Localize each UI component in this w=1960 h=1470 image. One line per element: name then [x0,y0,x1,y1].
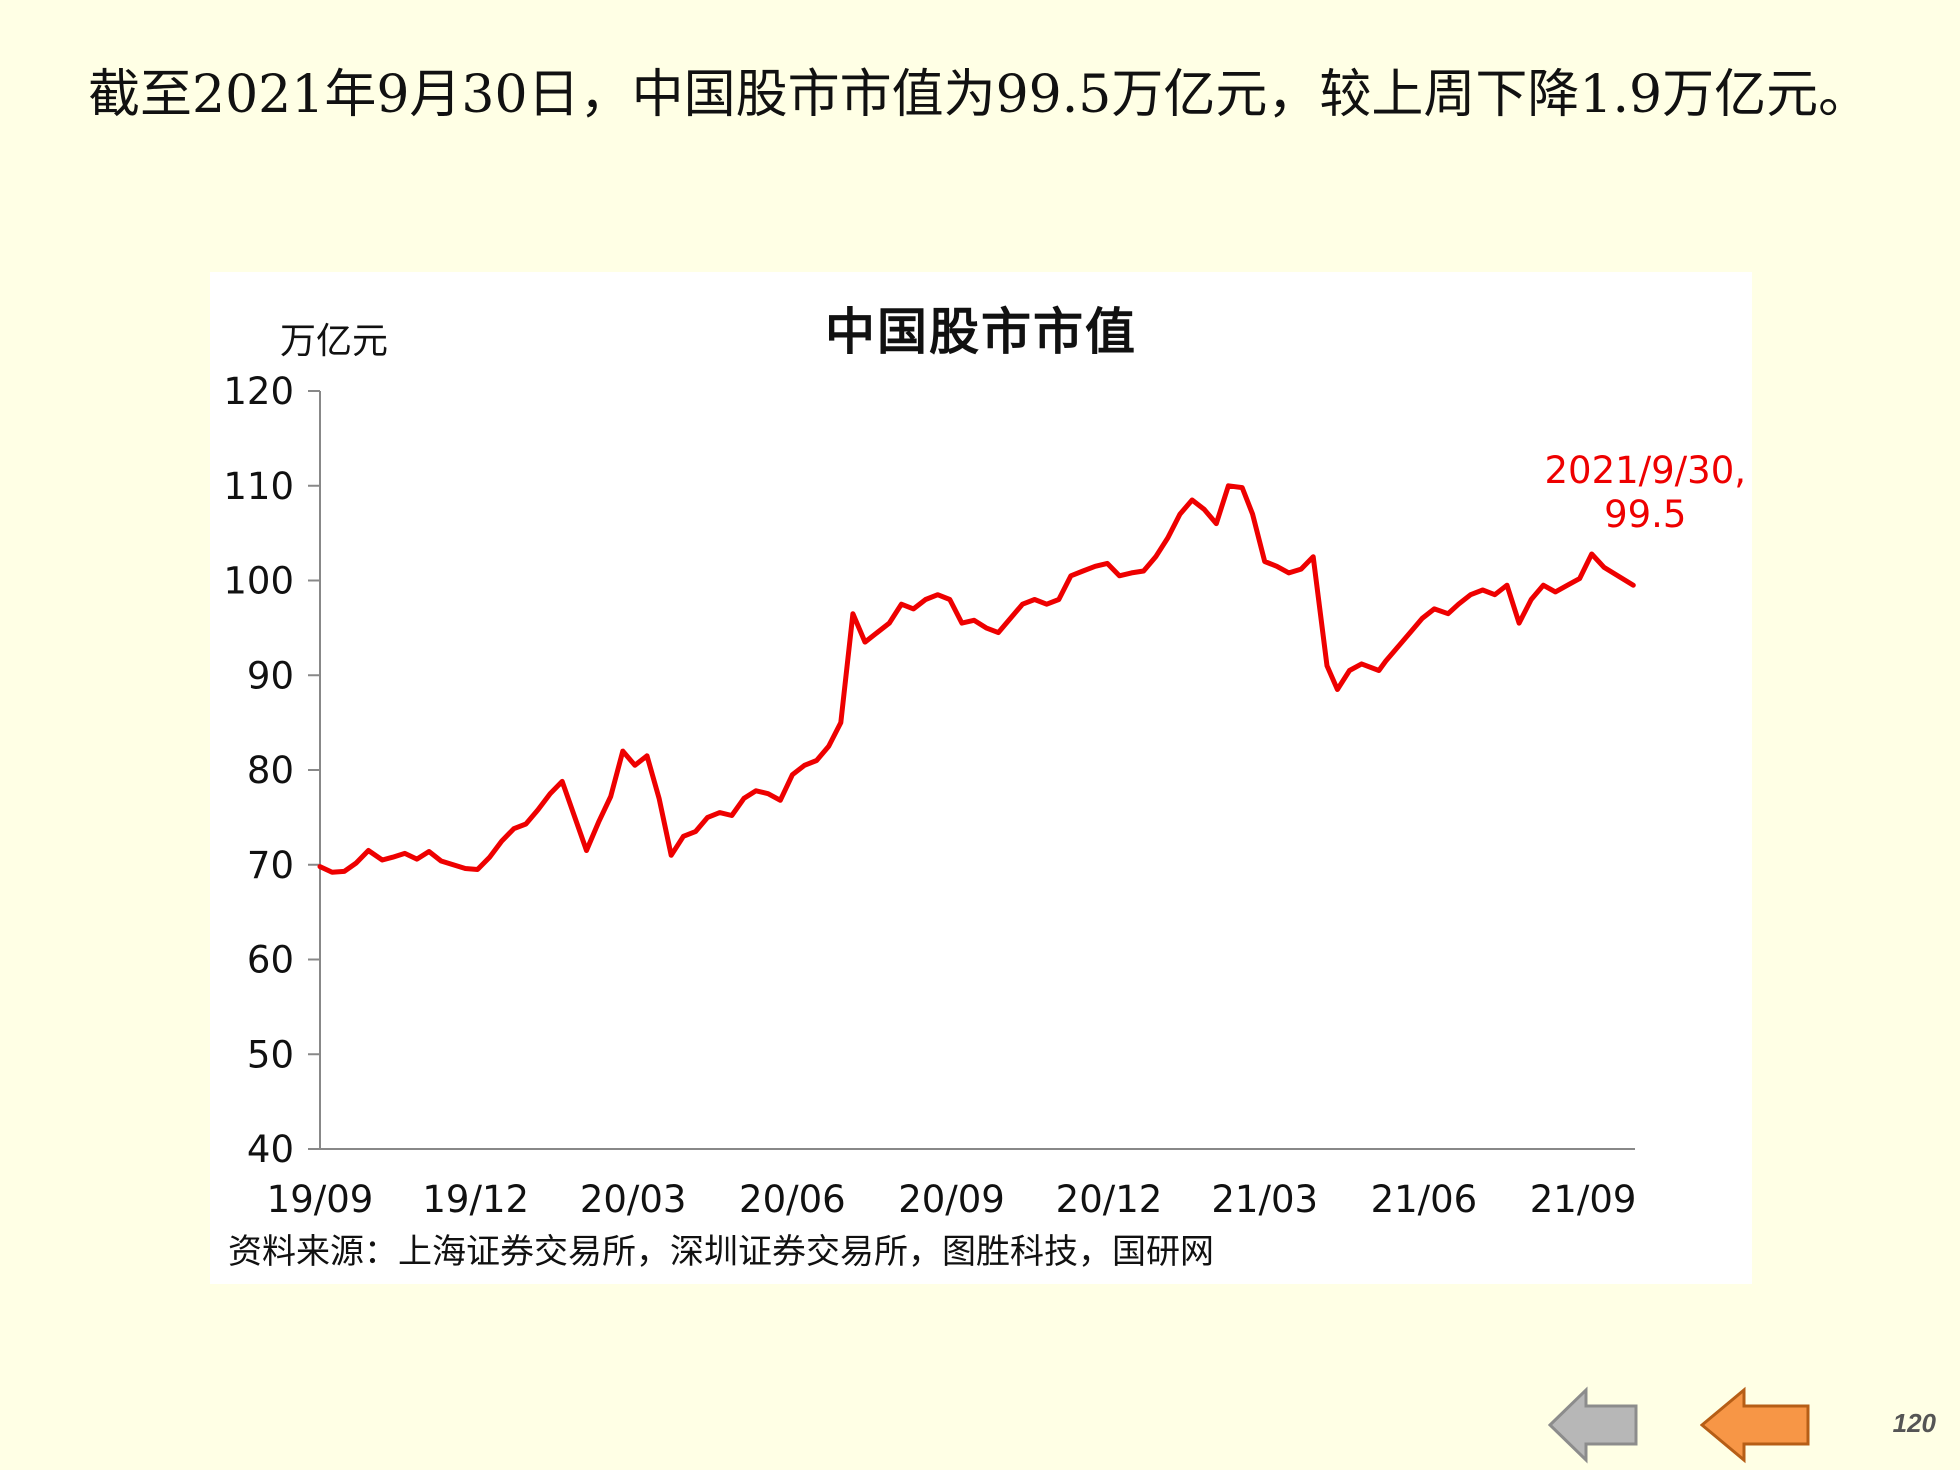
y-tick-label: 40 [247,1128,294,1171]
arrow-left-gray-icon[interactable] [1548,1386,1640,1464]
arrow-left-orange-icon[interactable] [1700,1386,1812,1464]
x-tick-label: 21/03 [1211,1178,1318,1221]
x-tick-label: 20/09 [898,1178,1005,1221]
x-tick-label: 19/12 [422,1178,529,1221]
x-tick-label: 21/06 [1371,1178,1478,1221]
line-chart: 40 50 60 70 80 90 100 110 120 19/09 19/12 20/03 20/0… [223,370,1746,1221]
series-line [317,483,1636,875]
headline: 截至2021年9月30日，中国股市市值为99.5万亿元，较上周下降1.9万亿元。 [88,65,1871,125]
annotation-label-line1: 2021/9/30, [1545,449,1746,492]
y-tick-label: 100 [223,560,294,603]
y-axis-unit-label: 万亿元 [280,321,389,362]
x-tick-label: 20/06 [739,1178,846,1221]
x-tick-label: 21/09 [1530,1178,1637,1221]
y-tick-label: 110 [223,465,294,508]
y-tick-label: 60 [247,939,294,982]
y-tick-label: 120 [223,370,294,413]
page-number: 120 [1892,1408,1936,1438]
y-tick-label: 50 [247,1033,294,1076]
x-tick-label: 19/09 [267,1178,374,1221]
source-note: 资料来源：上海证券交易所，深圳证券交易所，图胜科技，国研网 [228,1232,1214,1272]
x-tick-label: 20/03 [580,1178,687,1221]
annotation-label-line2: 99.5 [1604,493,1686,536]
chart-title: 中国股市市值 [825,303,1137,361]
y-tick-label: 90 [247,654,294,697]
x-tick-label: 20/12 [1056,1178,1163,1221]
y-tick-label: 80 [247,749,294,792]
y-tick-label: 70 [247,844,294,887]
chart-panel: 中国股市市值 万亿元 40 50 60 70 80 90 100 110 120 19/09 19/… [210,272,1752,1284]
